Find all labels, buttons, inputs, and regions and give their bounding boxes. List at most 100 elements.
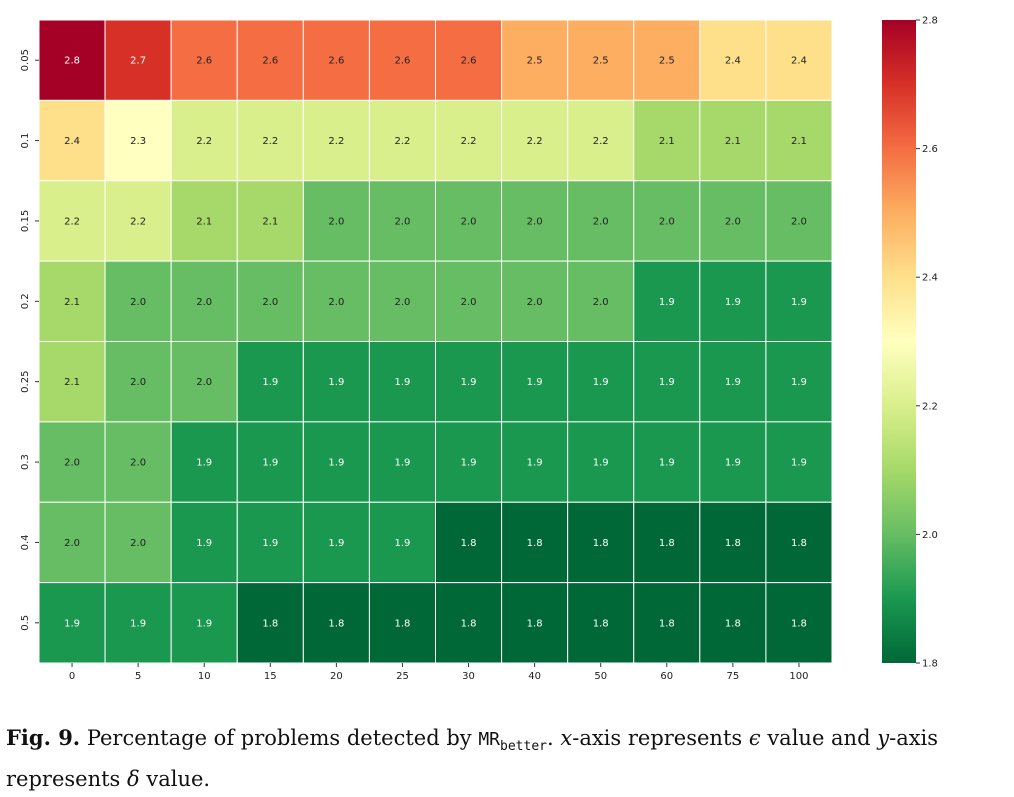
cell-value-label: 2.2 — [130, 216, 146, 227]
heatmap-cell — [633, 501, 701, 584]
cell-value-label: 2.2 — [527, 136, 543, 147]
heatmap-cell — [302, 19, 370, 101]
heatmap-cell — [38, 180, 106, 262]
caption-eps: ϵ — [748, 726, 761, 750]
heatmap-cell — [435, 260, 503, 342]
heatmap-chart: 2.8 2.7 2.6 2.6 2.6 2.6 2.6 2.5 2.5 2.5 2.4 2.4 2.4 2… — [20, 16, 938, 683]
heatmap-cell — [633, 99, 701, 182]
cell-value-label: 1.9 — [395, 458, 411, 469]
cell-value-label: 1.9 — [593, 377, 609, 388]
heatmap-cell — [368, 260, 436, 342]
cell-value-label: 2.0 — [725, 216, 741, 227]
cell-value-label: 2.6 — [262, 56, 278, 67]
cell-value-label: 2.0 — [130, 377, 146, 388]
cell-value-label: 2.0 — [791, 216, 807, 227]
cell-value-label: 2.6 — [196, 56, 212, 67]
cell-value-label: 2.0 — [395, 216, 411, 227]
caption-text-3: value and — [767, 726, 871, 750]
cell-value-label: 1.9 — [328, 458, 344, 469]
cell-value-label: 1.8 — [791, 618, 807, 629]
cell-value-label: 2.2 — [395, 136, 411, 147]
cell-value-label: 2.0 — [64, 538, 80, 549]
y-tick-label: 0.15 — [20, 210, 31, 232]
cell-value-label: 2.1 — [791, 136, 807, 147]
cell-value-label: 2.0 — [328, 216, 344, 227]
cell-value-label: 2.2 — [196, 136, 212, 147]
heatmap-cell — [104, 19, 172, 101]
cell-value-label: 2.0 — [262, 297, 278, 308]
cell-value-label: 2.2 — [64, 216, 80, 227]
colorbar-tick-label: 2.4 — [922, 273, 938, 284]
colorbar-tick-label: 1.8 — [922, 659, 938, 670]
heatmap-cell — [501, 421, 569, 503]
caption-text: Percentage of problems detected by — [86, 726, 472, 750]
cell-value-label: 2.0 — [395, 297, 411, 308]
heatmap-cell — [567, 260, 635, 342]
cell-value-label: 2.0 — [527, 216, 543, 227]
cell-value-label: 2.4 — [725, 56, 741, 67]
figure-caption: Fig. 9. Percentage of problems detected … — [6, 722, 1006, 795]
cell-value-label: 2.1 — [64, 377, 80, 388]
x-tick-label: 30 — [462, 671, 475, 682]
x-tick-label: 60 — [660, 671, 673, 682]
heatmap-cell — [236, 99, 304, 182]
caption-delta: δ — [127, 767, 140, 792]
y-tick-label: 0.1 — [20, 133, 31, 149]
heatmap-cell — [38, 582, 106, 664]
heatmap-cell — [236, 501, 304, 584]
cell-value-label: 2.0 — [659, 216, 675, 227]
x-tick-label: 40 — [528, 671, 541, 682]
caption-text-4: -axis represents — [6, 726, 939, 792]
heatmap-cell — [633, 421, 701, 503]
heatmap-cell — [633, 260, 701, 342]
cell-value-label: 2.4 — [64, 136, 80, 147]
caption-mr: MR — [478, 729, 501, 750]
heatmap-cell — [765, 582, 833, 664]
y-tick-label: 0.5 — [20, 615, 31, 631]
cell-value-label: 2.0 — [130, 297, 146, 308]
heatmap-cell — [435, 501, 503, 584]
cell-value-label: 1.8 — [725, 538, 741, 549]
y-tick-label: 0.05 — [20, 49, 31, 71]
cell-value-label: 2.0 — [461, 216, 477, 227]
heatmap-cell — [435, 180, 503, 262]
cell-value-label: 2.0 — [328, 297, 344, 308]
heatmap-cell — [236, 582, 304, 664]
heatmap-cell — [699, 501, 767, 584]
x-tick-label: 25 — [396, 671, 409, 682]
x-tick-label: 0 — [69, 671, 75, 682]
heatmap-cell — [38, 19, 106, 101]
heatmap-cell — [633, 582, 701, 664]
cell-value-label: 1.9 — [196, 458, 212, 469]
heatmap-cell — [104, 341, 172, 423]
heatmap-cell — [38, 99, 106, 182]
cell-value-label: 1.9 — [659, 458, 675, 469]
cell-value-label: 1.8 — [725, 618, 741, 629]
cell-value-label: 2.0 — [593, 216, 609, 227]
heatmap-cell — [104, 99, 172, 182]
heatmap-cell — [170, 582, 238, 664]
cell-value-label: 1.9 — [461, 377, 477, 388]
cell-value-label: 1.9 — [725, 297, 741, 308]
cell-value-label: 1.8 — [461, 538, 477, 549]
cell-value-label: 1.9 — [130, 618, 146, 629]
caption-label: Fig. 9. — [6, 725, 81, 750]
colorbar — [882, 20, 916, 663]
cell-value-label: 2.0 — [64, 458, 80, 469]
heatmap-cell — [567, 99, 635, 182]
heatmap-cell — [302, 341, 370, 423]
heatmap-cell — [435, 421, 503, 503]
cell-value-label: 2.2 — [461, 136, 477, 147]
heatmap-cell — [765, 99, 833, 182]
heatmap-cell — [38, 421, 106, 503]
cell-value-label: 1.8 — [395, 618, 411, 629]
cell-value-label: 1.9 — [725, 377, 741, 388]
cell-value-label: 1.8 — [328, 618, 344, 629]
cell-value-label: 2.1 — [725, 136, 741, 147]
x-tick-label: 75 — [727, 671, 740, 682]
heatmap-cell — [765, 19, 833, 101]
caption-x-var: x — [560, 726, 573, 750]
heatmap-cell — [170, 341, 238, 423]
cell-value-label: 1.8 — [593, 618, 609, 629]
cell-value-label: 1.9 — [593, 458, 609, 469]
